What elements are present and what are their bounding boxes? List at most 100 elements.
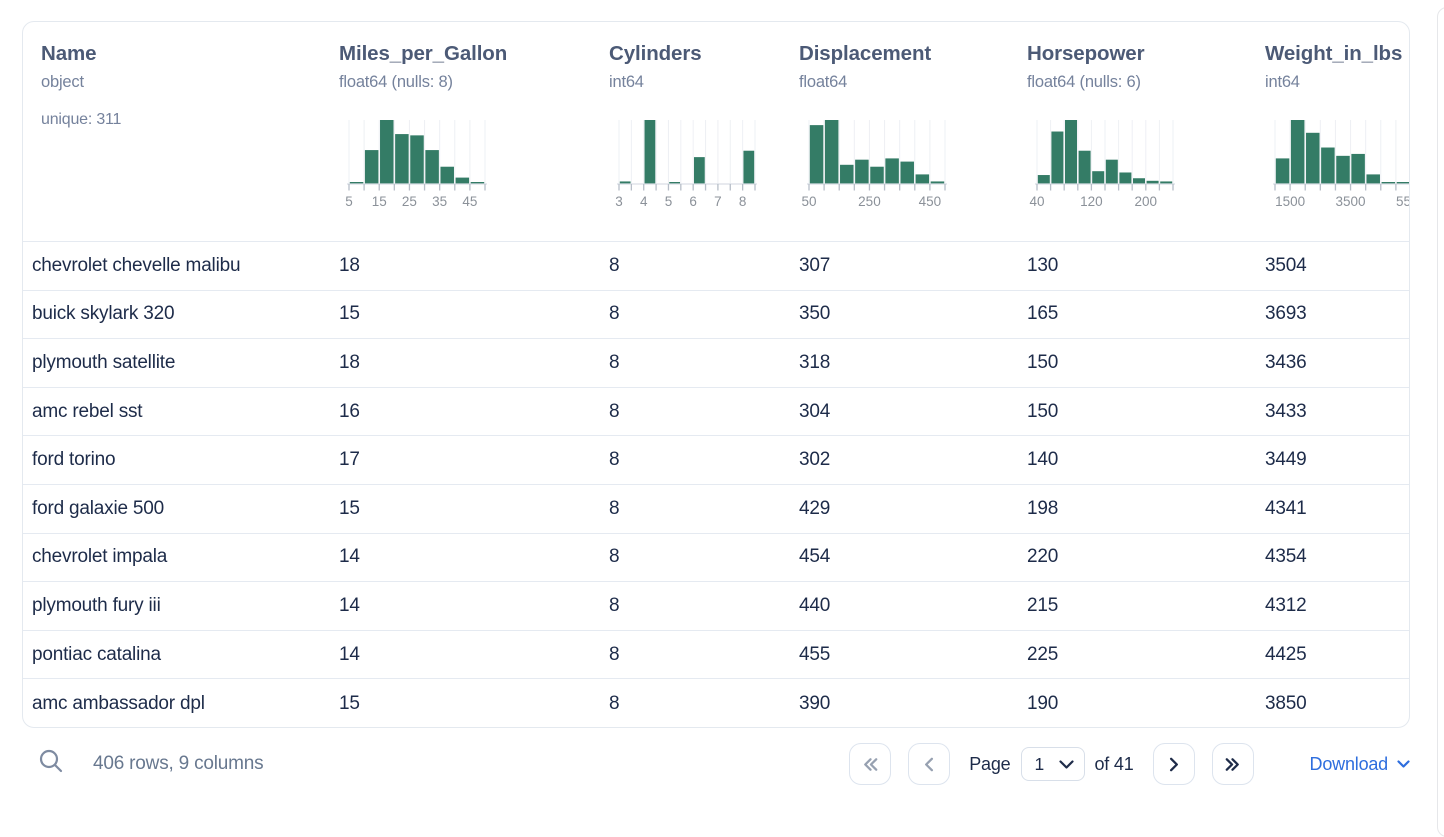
value-cell: 302	[799, 449, 831, 471]
row-column-summary: 406 rows, 9 columns	[93, 753, 264, 774]
column-header-weight_in_lbs[interactable]: Weight_in_lbs int64 1500 3500 5500	[1265, 22, 1410, 241]
svg-text:4: 4	[640, 194, 648, 209]
value-cell: 8	[609, 643, 620, 665]
value-cell: 15	[339, 497, 360, 519]
data-table-card: Name object unique: 311 Miles_per_Gallon flo…	[22, 21, 1410, 728]
table-row: plymouth satellite 18 8 318 150 3436	[23, 339, 1409, 388]
svg-text:6: 6	[689, 194, 697, 209]
value-cell: 350	[799, 303, 831, 325]
value-cell: 8	[609, 303, 620, 325]
value-cell: 390	[799, 692, 831, 714]
value-cell: 220	[1027, 546, 1059, 568]
column-histogram-cylinders[interactable]: 3 4 5 6 7 8	[615, 120, 761, 210]
svg-text:5: 5	[665, 194, 673, 209]
value-cell: 215	[1027, 594, 1059, 616]
value-cell: 165	[1027, 303, 1059, 325]
value-cell: 225	[1027, 643, 1059, 665]
next-page-button[interactable]	[1152, 743, 1195, 785]
svg-text:5500: 5500	[1396, 194, 1410, 209]
value-cell: 198	[1027, 497, 1059, 519]
table-body: chevrolet chevelle malibu 18 8 307 130 3504 bu…	[23, 242, 1409, 727]
column-title: Miles_per_Gallon	[339, 42, 508, 65]
value-cell: 8	[609, 546, 620, 568]
download-button[interactable]: Download	[1310, 754, 1410, 775]
table-header: Name object unique: 311 Miles_per_Gallon flo…	[23, 22, 1409, 242]
name-cell: plymouth fury iii	[32, 594, 161, 616]
svg-text:450: 450	[919, 194, 942, 209]
table-row: pontiac catalina 14 8 455 225 4425	[23, 631, 1409, 680]
column-title: Weight_in_lbs	[1265, 42, 1403, 65]
page-select[interactable]: 1	[1020, 747, 1085, 781]
column-type: object	[41, 73, 84, 91]
value-cell: 140	[1027, 449, 1059, 471]
table-row: buick skylark 320 15 8 350 165 3693	[23, 291, 1409, 340]
page-select-value: 1	[1034, 753, 1045, 774]
search-icon[interactable]	[38, 748, 65, 780]
value-cell: 150	[1027, 400, 1059, 422]
table-row: plymouth fury iii 14 8 440 215 4312	[23, 582, 1409, 631]
value-cell: 307	[799, 254, 831, 276]
value-cell: 3693	[1265, 303, 1307, 325]
value-cell: 454	[799, 546, 831, 568]
column-header-displacement[interactable]: Displacement float64 50 250 450	[799, 22, 1027, 241]
page-label: Page	[969, 753, 1011, 774]
table-row: chevrolet impala 14 8 454 220 4354	[23, 534, 1409, 583]
table-row: amc ambassador dpl 15 8 390 190 3850	[23, 679, 1409, 727]
value-cell: 17	[339, 449, 360, 471]
name-cell: pontiac catalina	[32, 643, 161, 665]
svg-text:50: 50	[801, 194, 816, 209]
column-header-name[interactable]: Name object unique: 311	[23, 22, 339, 241]
column-type: int64	[1265, 73, 1300, 91]
name-cell: ford torino	[32, 449, 116, 471]
column-histogram-weight_in_lbs[interactable]: 1500 3500 5500	[1271, 120, 1410, 210]
column-title: Displacement	[799, 42, 932, 65]
download-label: Download	[1309, 753, 1389, 774]
value-cell: 455	[799, 643, 831, 665]
value-cell: 304	[799, 400, 831, 422]
column-title: Name	[41, 42, 97, 65]
svg-text:200: 200	[1135, 194, 1158, 209]
svg-text:3: 3	[615, 194, 623, 209]
svg-text:45: 45	[462, 194, 477, 209]
value-cell: 15	[339, 692, 360, 714]
column-title: Horsepower	[1027, 42, 1145, 65]
value-cell: 3436	[1265, 351, 1307, 373]
value-cell: 14	[339, 546, 360, 568]
value-cell: 3850	[1265, 692, 1307, 714]
column-header-cylinders[interactable]: Cylinders int64 3 4 5 6 7 8	[609, 22, 799, 241]
column-type: int64	[609, 73, 644, 91]
table-row: ford galaxie 500 15 8 429 198 4341	[23, 485, 1409, 534]
value-cell: 8	[609, 692, 620, 714]
column-histogram-miles_per_gallon[interactable]: 5 15 25 35 45	[345, 120, 491, 210]
name-cell: chevrolet chevelle malibu	[32, 254, 241, 276]
value-cell: 8	[609, 351, 620, 373]
svg-text:3500: 3500	[1336, 194, 1366, 209]
value-cell: 130	[1027, 254, 1059, 276]
pager-left-buttons	[849, 743, 951, 785]
svg-text:1500: 1500	[1275, 194, 1305, 209]
chevron-down-icon	[1058, 759, 1074, 769]
svg-text:40: 40	[1029, 194, 1044, 209]
svg-text:15: 15	[372, 194, 387, 209]
first-page-button[interactable]	[849, 743, 892, 785]
column-histogram-horsepower[interactable]: 40 120 200	[1029, 120, 1179, 210]
value-cell: 18	[339, 351, 360, 373]
last-page-button[interactable]	[1211, 743, 1254, 785]
status-left: 406 rows, 9 columns	[22, 748, 264, 780]
svg-text:35: 35	[432, 194, 447, 209]
name-cell: plymouth satellite	[32, 351, 176, 373]
name-cell: buick skylark 320	[32, 303, 175, 325]
pager-right-buttons	[1152, 743, 1254, 785]
table-row: chevrolet chevelle malibu 18 8 307 130 3504	[23, 242, 1409, 291]
value-cell: 3433	[1265, 400, 1307, 422]
table-row: ford torino 17 8 302 140 3449	[23, 436, 1409, 485]
prev-page-button[interactable]	[908, 743, 951, 785]
value-cell: 190	[1027, 692, 1059, 714]
name-cell: amc rebel sst	[32, 400, 143, 422]
column-header-miles_per_gallon[interactable]: Miles_per_Gallon float64 (nulls: 8) 5 15 25 3…	[339, 22, 609, 241]
name-cell: amc ambassador dpl	[32, 692, 205, 714]
column-histogram-displacement[interactable]: 50 250 450	[801, 120, 951, 210]
svg-text:250: 250	[858, 194, 881, 209]
column-header-horsepower[interactable]: Horsepower float64 (nulls: 6) 40 120 200	[1027, 22, 1265, 241]
value-cell: 14	[339, 643, 360, 665]
